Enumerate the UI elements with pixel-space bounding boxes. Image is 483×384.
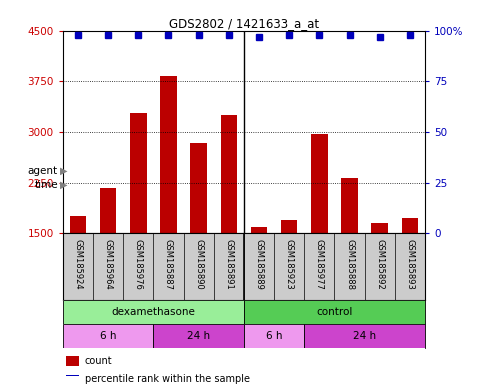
Bar bbox=[67, 356, 79, 366]
Bar bbox=[311, 134, 327, 233]
Text: GSM185889: GSM185889 bbox=[255, 238, 264, 290]
Bar bbox=[244, 324, 304, 348]
Text: 6 h: 6 h bbox=[266, 331, 283, 341]
Bar bbox=[341, 177, 358, 233]
Bar bbox=[190, 144, 207, 233]
Text: control: control bbox=[316, 307, 353, 317]
Bar bbox=[221, 115, 237, 233]
Text: GSM185924: GSM185924 bbox=[73, 238, 83, 289]
Text: 24 h: 24 h bbox=[353, 331, 376, 341]
Text: agent: agent bbox=[28, 166, 58, 176]
Text: GSM185964: GSM185964 bbox=[103, 238, 113, 289]
Text: 6 h: 6 h bbox=[100, 331, 116, 341]
Bar bbox=[160, 76, 177, 233]
Text: GSM185977: GSM185977 bbox=[315, 238, 324, 290]
Bar bbox=[154, 324, 244, 348]
Bar bbox=[402, 218, 418, 233]
Bar bbox=[281, 220, 298, 233]
Bar bbox=[130, 113, 146, 233]
Bar bbox=[67, 375, 79, 384]
Text: GSM185923: GSM185923 bbox=[284, 238, 294, 289]
Text: GSM185893: GSM185893 bbox=[405, 238, 414, 290]
Text: percentile rank within the sample: percentile rank within the sample bbox=[85, 374, 250, 384]
Bar bbox=[244, 300, 425, 324]
Bar bbox=[304, 324, 425, 348]
Text: count: count bbox=[85, 356, 112, 366]
Bar bbox=[63, 324, 154, 348]
Text: dexamethasone: dexamethasone bbox=[112, 307, 195, 317]
Text: GSM185888: GSM185888 bbox=[345, 238, 354, 290]
Text: GSM185887: GSM185887 bbox=[164, 238, 173, 290]
Text: GSM185976: GSM185976 bbox=[134, 238, 143, 290]
Text: ▶: ▶ bbox=[60, 180, 68, 190]
Text: ▶: ▶ bbox=[60, 166, 68, 176]
Text: GSM185892: GSM185892 bbox=[375, 238, 384, 289]
Text: 24 h: 24 h bbox=[187, 331, 210, 341]
Bar bbox=[70, 217, 86, 233]
Text: GSM185890: GSM185890 bbox=[194, 238, 203, 289]
Text: time: time bbox=[34, 180, 58, 190]
Bar bbox=[63, 300, 244, 324]
Title: GDS2802 / 1421633_a_at: GDS2802 / 1421633_a_at bbox=[169, 17, 319, 30]
Bar bbox=[251, 227, 267, 233]
Text: GSM185891: GSM185891 bbox=[224, 238, 233, 289]
Bar bbox=[100, 188, 116, 233]
Bar bbox=[371, 223, 388, 233]
